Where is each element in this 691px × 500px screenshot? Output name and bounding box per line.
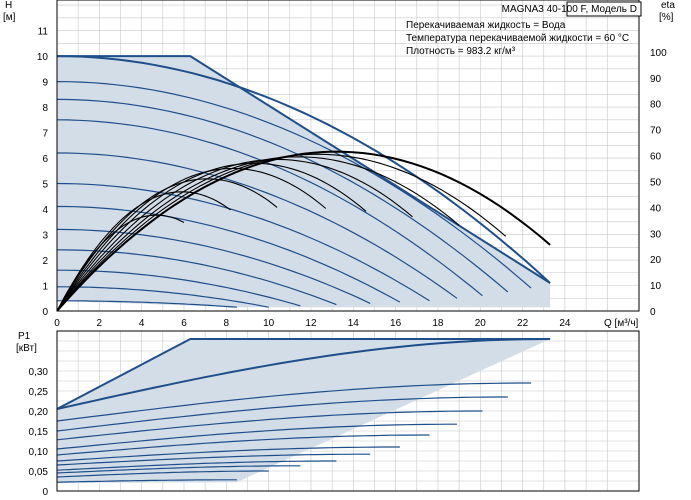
power-operating-area: [57, 339, 551, 483]
efficiency-curve: [56, 150, 551, 312]
max-power-limit-line: [56, 338, 551, 410]
power-tick-label: 0,15: [29, 427, 49, 438]
y-tick-label: 6: [42, 154, 48, 165]
head-curve: [56, 98, 509, 293]
efficiency-curve: [56, 178, 278, 312]
head-chart-frame: [56, 0, 640, 312]
y2-tick-label: 40: [650, 203, 662, 214]
x-tick-label: 10: [263, 318, 275, 329]
y2-tick-label: 10: [650, 281, 662, 292]
power-chart-frame: [56, 330, 640, 492]
max-head-limit-line: [57, 55, 551, 284]
head-curve: [57, 269, 301, 307]
x-tick-label: 14: [348, 318, 360, 329]
y-tick-label: 11: [38, 27, 49, 38]
x-tick-label: 20: [475, 318, 487, 329]
y2-tick-label: 90: [650, 74, 662, 85]
x-tick-label: 2: [97, 318, 103, 329]
power-axis-unit: [кВт]: [16, 343, 37, 354]
y-tick-label: 5: [42, 180, 48, 191]
head-operating-area: [57, 56, 551, 308]
power-curve: [56, 410, 483, 441]
y-tick-label: 3: [42, 231, 48, 242]
y2-tick-label: 100: [650, 48, 667, 59]
power-curve: [56, 460, 337, 471]
power-curve: [56, 446, 400, 462]
performance-curves: [56, 55, 551, 483]
head-curve: [56, 55, 551, 284]
power-tick-label: 0,20: [29, 407, 49, 418]
y-tick-label: 1: [42, 282, 48, 293]
density-info: Плотность = 983.2 кг/м³: [406, 46, 516, 57]
tick-labels: 0 2 4 6 8 10 12 14 16 18 20 22 240123456789101101020…: [29, 27, 668, 498]
power-curve: [56, 470, 269, 478]
efficiency-curve: [56, 191, 231, 312]
power-curve: [56, 479, 237, 483]
head-curve: [57, 152, 458, 299]
y-axis-unit: [м]: [3, 12, 16, 23]
chart-title: MAGNA3 40-100 F, Модель D: [502, 4, 637, 15]
head-curve: [57, 205, 401, 303]
power-tick-label: 0,10: [29, 447, 49, 458]
x-tick-label: 24: [559, 318, 571, 329]
y-tick-label: 8: [42, 103, 48, 114]
efficiency-curve: [56, 167, 327, 312]
x-axis-label: Q [м³/ч]: [604, 318, 639, 329]
x-tick-label: 8: [224, 318, 230, 329]
y2-tick-label: 30: [650, 229, 662, 240]
temperature-info: Температура перекачиваемой жидкости = 60…: [406, 33, 629, 44]
y2-axis-unit: [%]: [659, 12, 674, 23]
x-tick-label: 12: [305, 318, 317, 329]
y2-axis-label: eta: [661, 0, 675, 11]
y-tick-label: 0: [42, 307, 48, 318]
head-curve: [56, 182, 430, 302]
y2-tick-label: 20: [650, 255, 662, 266]
title-box: [566, 1, 642, 17]
power-tick-label: 0,05: [29, 467, 49, 478]
power-curve: [56, 423, 457, 450]
y-tick-label: 9: [42, 78, 48, 89]
y2-tick-label: 60: [650, 152, 662, 163]
y-tick-label: 2: [42, 256, 48, 267]
x-tick-label: 6: [181, 318, 187, 329]
y-tick-label: 7: [42, 129, 48, 140]
head-curve: [57, 300, 237, 308]
y-tick-label: 10: [37, 52, 49, 63]
power-curve: [56, 434, 430, 456]
power-curve: [56, 465, 301, 474]
x-tick-label: 0: [54, 318, 60, 329]
y-tick-label: 4: [42, 205, 48, 216]
y-axis-label: H: [5, 0, 12, 11]
y2-tick-label: 0: [650, 307, 656, 318]
x-tick-label: 16: [390, 318, 402, 329]
power-axis-label: P1: [18, 331, 31, 342]
x-tick-label: 18: [432, 318, 444, 329]
power-curve: [56, 453, 371, 466]
head-curve: [56, 81, 532, 289]
power-curve: [56, 396, 508, 432]
y2-tick-label: 50: [650, 177, 662, 188]
x-tick-label: 22: [517, 318, 529, 329]
efficiency-curve: [56, 214, 185, 312]
operating-envelopes: [57, 56, 551, 483]
fluid-info: Перекачиваемая жидкость = Вода: [406, 20, 566, 31]
power-tick-label: 0: [42, 487, 48, 498]
power-curve: [56, 382, 532, 422]
y2-tick-label: 70: [650, 126, 662, 137]
x-tick-label: 4: [139, 318, 145, 329]
power-curve: [56, 338, 551, 410]
power-tick-label: 0,30: [29, 367, 49, 378]
chart-frames: [56, 0, 640, 492]
head-curve: [57, 286, 269, 308]
y2-tick-label: 80: [650, 100, 662, 111]
power-tick-label: 0,25: [29, 387, 49, 398]
head-curve: [56, 249, 337, 306]
